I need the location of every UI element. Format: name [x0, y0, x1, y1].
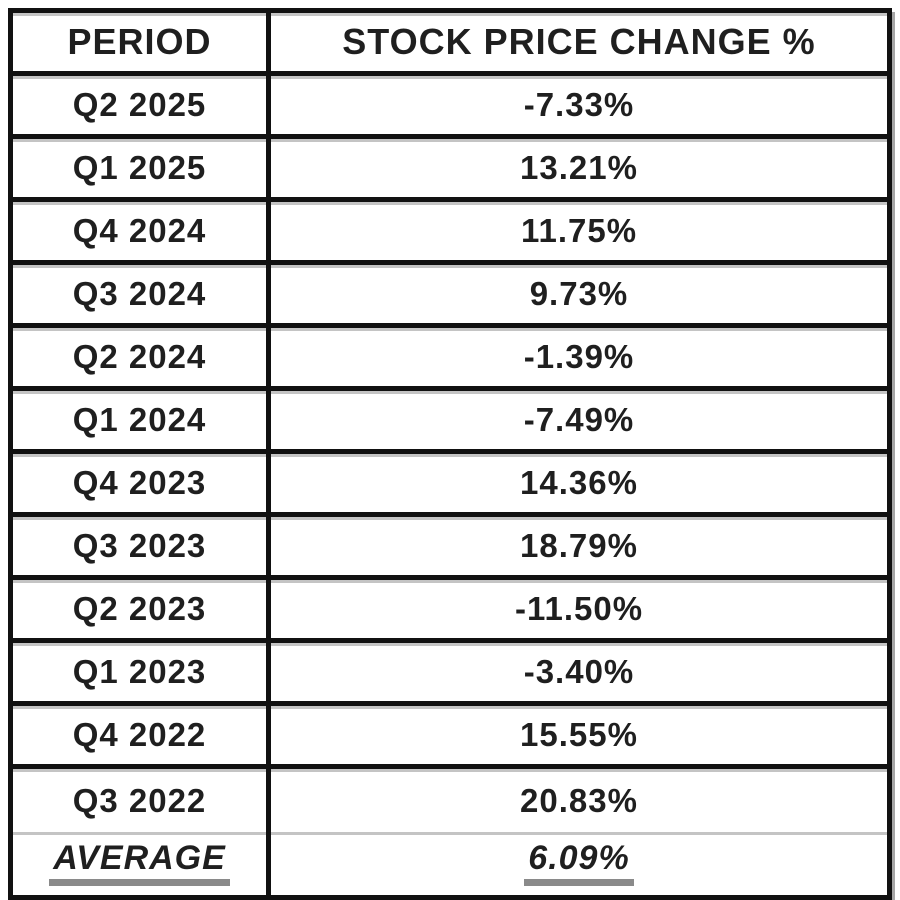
change-cell: 11.75%: [520, 212, 638, 249]
table-row: Q1 2024 -7.49%: [13, 391, 887, 454]
period-cell: Q2 2023: [13, 580, 271, 638]
period-cell: Q3 2023: [13, 517, 271, 575]
table-row: Q4 2024 11.75%: [13, 202, 887, 265]
period-cell: Q4 2024: [13, 202, 271, 260]
table-row: Q1 2025 13.21%: [13, 139, 887, 202]
header-stock-price-change: STOCK PRICE CHANGE %: [342, 21, 816, 62]
table-row: Q4 2023 14.36%: [13, 454, 887, 517]
period-cell: Q1 2024: [13, 391, 271, 449]
table-body: Q2 2025 -7.33% Q1 2025 13.21% Q4 2024 11.75% Q…: [13, 76, 887, 832]
table-header-row: PERIOD STOCK PRICE CHANGE %: [13, 13, 887, 76]
period-cell: Q3 2024: [13, 265, 271, 323]
change-cell: 18.79%: [520, 527, 638, 564]
change-cell: 20.83%: [520, 781, 638, 819]
table-row: Q2 2025 -7.33%: [13, 76, 887, 139]
period-cell: Q4 2022: [13, 706, 271, 764]
change-cell: -11.50%: [514, 590, 644, 627]
stock-price-change-table: PERIOD STOCK PRICE CHANGE % Q2 2025 -7.33…: [8, 8, 892, 900]
period-cell: Q3 2022: [13, 769, 271, 832]
period-cell: Q2 2025: [13, 76, 271, 134]
average-value: 6.09%: [524, 840, 634, 886]
table-footer-row: AVERAGE 6.09%: [13, 832, 887, 895]
table-row: Q1 2023 -3.40%: [13, 643, 887, 706]
period-cell: Q2 2024: [13, 328, 271, 386]
table-row: Q3 2024 9.73%: [13, 265, 887, 328]
table-row: Q3 2023 18.79%: [13, 517, 887, 580]
average-value-cell: 6.09%: [271, 832, 887, 895]
change-cell: 15.55%: [520, 716, 638, 753]
period-cell: Q4 2023: [13, 454, 271, 512]
period-cell: Q1 2023: [13, 643, 271, 701]
change-cell: 9.73%: [529, 275, 629, 312]
table-row: Q4 2022 15.55%: [13, 706, 887, 769]
table-row: Q2 2024 -1.39%: [13, 328, 887, 391]
period-cell: Q1 2025: [13, 139, 271, 197]
change-cell: -3.40%: [523, 653, 635, 690]
change-cell: -1.39%: [523, 338, 635, 375]
average-label-cell: AVERAGE: [13, 832, 271, 895]
change-cell: 13.21%: [520, 149, 638, 186]
change-cell: -7.33%: [523, 86, 635, 123]
average-label: AVERAGE: [49, 840, 230, 886]
change-cell: 14.36%: [520, 464, 638, 501]
header-period: PERIOD: [13, 13, 271, 71]
table-row: Q3 2022 20.83%: [13, 769, 887, 832]
change-cell: -7.49%: [523, 401, 635, 438]
table-row: Q2 2023 -11.50%: [13, 580, 887, 643]
